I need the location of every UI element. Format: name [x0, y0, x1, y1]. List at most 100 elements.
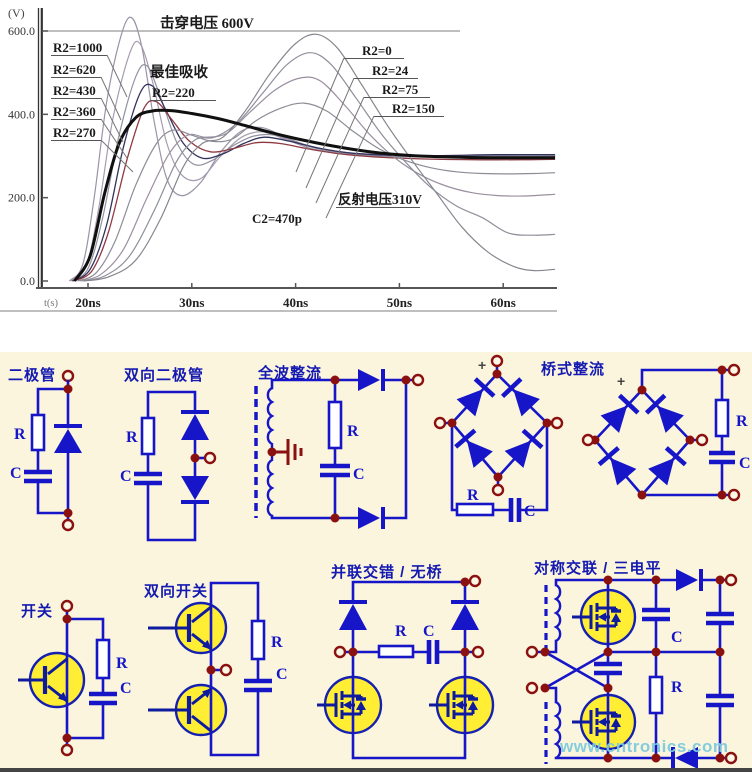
- x-tick-label: 60ns: [491, 295, 516, 310]
- terminal: [724, 573, 738, 587]
- node: [715, 575, 725, 585]
- terminal: [490, 354, 504, 368]
- terminal: [60, 743, 74, 757]
- capacitor-middle: [594, 661, 622, 676]
- capacitor: [709, 450, 735, 465]
- x-tick-label: 40ns: [283, 295, 308, 310]
- node: [401, 375, 411, 385]
- bridge-rectifier-circuit-1: + R C: [433, 354, 564, 522]
- symmetric-three-level-circuit: C R: [525, 569, 738, 769]
- y-tick-label: 600.0: [8, 24, 35, 38]
- chart-annotation: 反射电压310V: [338, 191, 422, 207]
- node: [460, 577, 470, 587]
- curve-R2=270: [73, 99, 556, 282]
- terminal: [433, 416, 447, 430]
- resistor: [250, 619, 266, 661]
- node: [330, 513, 340, 523]
- node-center-tap: [267, 447, 277, 457]
- terminal: [411, 373, 425, 387]
- node: [637, 385, 647, 395]
- resistor-label: R: [736, 413, 748, 430]
- bridge-diode: [599, 448, 636, 485]
- capacitor: [508, 498, 522, 522]
- capacitor: [320, 463, 350, 478]
- node: [190, 453, 200, 463]
- curve-R2=75: [79, 76, 556, 282]
- diode-right: [676, 569, 703, 591]
- resistor: [30, 413, 46, 452]
- x-axis-unit: t(s): [44, 298, 59, 309]
- resistor-label: R: [671, 679, 683, 696]
- node: [717, 490, 727, 500]
- resistor-label: R: [395, 623, 407, 640]
- terminal: [727, 488, 741, 502]
- switch-snubber-circuit: R C: [18, 599, 132, 757]
- curve-R2=24: [81, 52, 556, 282]
- capacitor-label: C: [524, 503, 536, 520]
- annotation-leader-line: [295, 57, 345, 173]
- terminal: [727, 363, 741, 377]
- resistor: [377, 644, 415, 659]
- capacitor: [89, 691, 117, 706]
- capacitor-label: C: [423, 623, 435, 640]
- node: [603, 575, 613, 585]
- y-tick-label: 400.0: [8, 107, 35, 121]
- node: [715, 647, 725, 657]
- annotation-leader-line: [100, 76, 122, 121]
- capacitor-label: C: [120, 680, 132, 697]
- node: [62, 733, 72, 743]
- node: [493, 472, 503, 482]
- plus-label: +: [617, 373, 625, 389]
- node: [717, 365, 727, 375]
- diode-top: [358, 369, 385, 391]
- bridge-rectifier-circuit-2: + R C: [581, 363, 751, 502]
- annotation-leader-line: [106, 54, 128, 98]
- diode-up: [181, 410, 209, 440]
- node: [542, 418, 552, 428]
- circuit-label-symmetric: 对称交联 / 三电平: [534, 560, 662, 577]
- node: [348, 647, 358, 657]
- terminal: [525, 645, 539, 659]
- terminal: [581, 433, 595, 447]
- diode-left: [671, 747, 698, 769]
- node: [492, 369, 502, 379]
- node: [685, 435, 695, 445]
- resistor-label: R: [467, 487, 479, 504]
- watermark: www.cntronics.com: [560, 737, 729, 756]
- node: [62, 614, 72, 624]
- y-axis-unit: (V): [8, 6, 25, 20]
- ground-icon: [276, 439, 303, 465]
- terminal: [525, 681, 539, 695]
- circuit-label-full-wave: 全波整流: [258, 365, 323, 382]
- chart-annotation: R2=220: [152, 85, 195, 100]
- terminal: [333, 645, 347, 659]
- resistor-label: R: [271, 634, 283, 651]
- terminal: [60, 599, 74, 613]
- diode-down: [181, 476, 209, 504]
- node: [651, 647, 661, 657]
- capacitor-label: C: [10, 465, 22, 482]
- node: [330, 375, 340, 385]
- terminal: [468, 574, 482, 588]
- circuit-label-bridge: 桥式整流: [541, 361, 606, 378]
- terminal: [695, 433, 709, 447]
- resistor-label: R: [347, 423, 359, 440]
- terminal: [203, 451, 217, 465]
- capacitor: [706, 611, 734, 626]
- chart-annotation: R2=270: [53, 125, 96, 140]
- terminal: [219, 663, 233, 677]
- capacitor-label: C: [353, 466, 365, 483]
- y-tick-label: 200.0: [8, 191, 35, 205]
- bidirectional-switch-circuit: R C: [148, 581, 288, 757]
- capacitor-label: C: [671, 629, 683, 646]
- inductor-winding: [553, 583, 562, 643]
- annotation-leader-line: [100, 118, 128, 159]
- node: [540, 647, 550, 657]
- node: [651, 575, 661, 585]
- waveform-curves: [68, 16, 556, 282]
- snubber-voltage-chart: 600.0 400.0 200.0 0.0 20ns 30ns 40ns 50ns 60ns (V…: [0, 6, 557, 312]
- node: [637, 490, 647, 500]
- annotation-leader-line: [305, 77, 355, 189]
- bottom-divider: [0, 768, 752, 772]
